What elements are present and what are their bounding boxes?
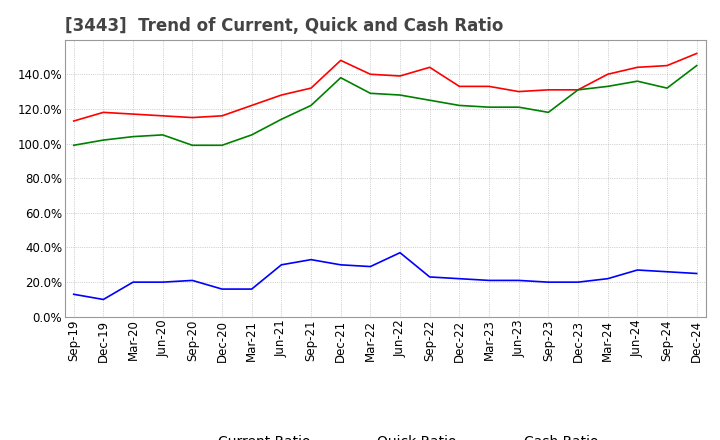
Quick Ratio (603, 84, 612, 89)
Current Ratio (307, 85, 315, 91)
Current Ratio (129, 111, 138, 117)
Quick Ratio (69, 143, 78, 148)
Current Ratio (514, 89, 523, 94)
Quick Ratio (693, 63, 701, 68)
Quick Ratio (366, 91, 374, 96)
Quick Ratio (277, 117, 286, 122)
Quick Ratio (188, 143, 197, 148)
Cash Ratio (426, 274, 434, 279)
Cash Ratio (514, 278, 523, 283)
Current Ratio (277, 92, 286, 98)
Cash Ratio (248, 286, 256, 292)
Current Ratio (396, 73, 405, 79)
Current Ratio (455, 84, 464, 89)
Cash Ratio (129, 279, 138, 285)
Quick Ratio (307, 103, 315, 108)
Cash Ratio (99, 297, 108, 302)
Current Ratio (158, 113, 167, 118)
Quick Ratio (99, 137, 108, 143)
Quick Ratio (248, 132, 256, 138)
Line: Current Ratio: Current Ratio (73, 53, 697, 121)
Cash Ratio (217, 286, 226, 292)
Quick Ratio (633, 78, 642, 84)
Current Ratio (69, 118, 78, 124)
Cash Ratio (574, 279, 582, 285)
Quick Ratio (485, 105, 493, 110)
Cash Ratio (366, 264, 374, 269)
Quick Ratio (426, 98, 434, 103)
Quick Ratio (396, 92, 405, 98)
Current Ratio (603, 72, 612, 77)
Current Ratio (248, 103, 256, 108)
Quick Ratio (158, 132, 167, 138)
Cash Ratio (544, 279, 553, 285)
Line: Cash Ratio: Cash Ratio (73, 253, 697, 300)
Current Ratio (693, 51, 701, 56)
Current Ratio (188, 115, 197, 120)
Cash Ratio (336, 262, 345, 268)
Cash Ratio (396, 250, 405, 255)
Current Ratio (217, 113, 226, 118)
Quick Ratio (129, 134, 138, 139)
Quick Ratio (514, 105, 523, 110)
Quick Ratio (544, 110, 553, 115)
Cash Ratio (633, 268, 642, 273)
Current Ratio (99, 110, 108, 115)
Quick Ratio (455, 103, 464, 108)
Cash Ratio (693, 271, 701, 276)
Legend: Current Ratio, Quick Ratio, Cash Ratio: Current Ratio, Quick Ratio, Cash Ratio (167, 429, 603, 440)
Cash Ratio (662, 269, 671, 275)
Cash Ratio (455, 276, 464, 281)
Quick Ratio (217, 143, 226, 148)
Text: [3443]  Trend of Current, Quick and Cash Ratio: [3443] Trend of Current, Quick and Cash … (65, 17, 503, 35)
Cash Ratio (485, 278, 493, 283)
Quick Ratio (662, 85, 671, 91)
Current Ratio (336, 58, 345, 63)
Cash Ratio (603, 276, 612, 281)
Quick Ratio (574, 87, 582, 92)
Cash Ratio (69, 292, 78, 297)
Current Ratio (633, 65, 642, 70)
Current Ratio (366, 72, 374, 77)
Current Ratio (426, 65, 434, 70)
Cash Ratio (158, 279, 167, 285)
Current Ratio (662, 63, 671, 68)
Current Ratio (544, 87, 553, 92)
Current Ratio (485, 84, 493, 89)
Current Ratio (574, 87, 582, 92)
Cash Ratio (188, 278, 197, 283)
Line: Quick Ratio: Quick Ratio (73, 66, 697, 145)
Cash Ratio (277, 262, 286, 268)
Cash Ratio (307, 257, 315, 262)
Quick Ratio (336, 75, 345, 81)
